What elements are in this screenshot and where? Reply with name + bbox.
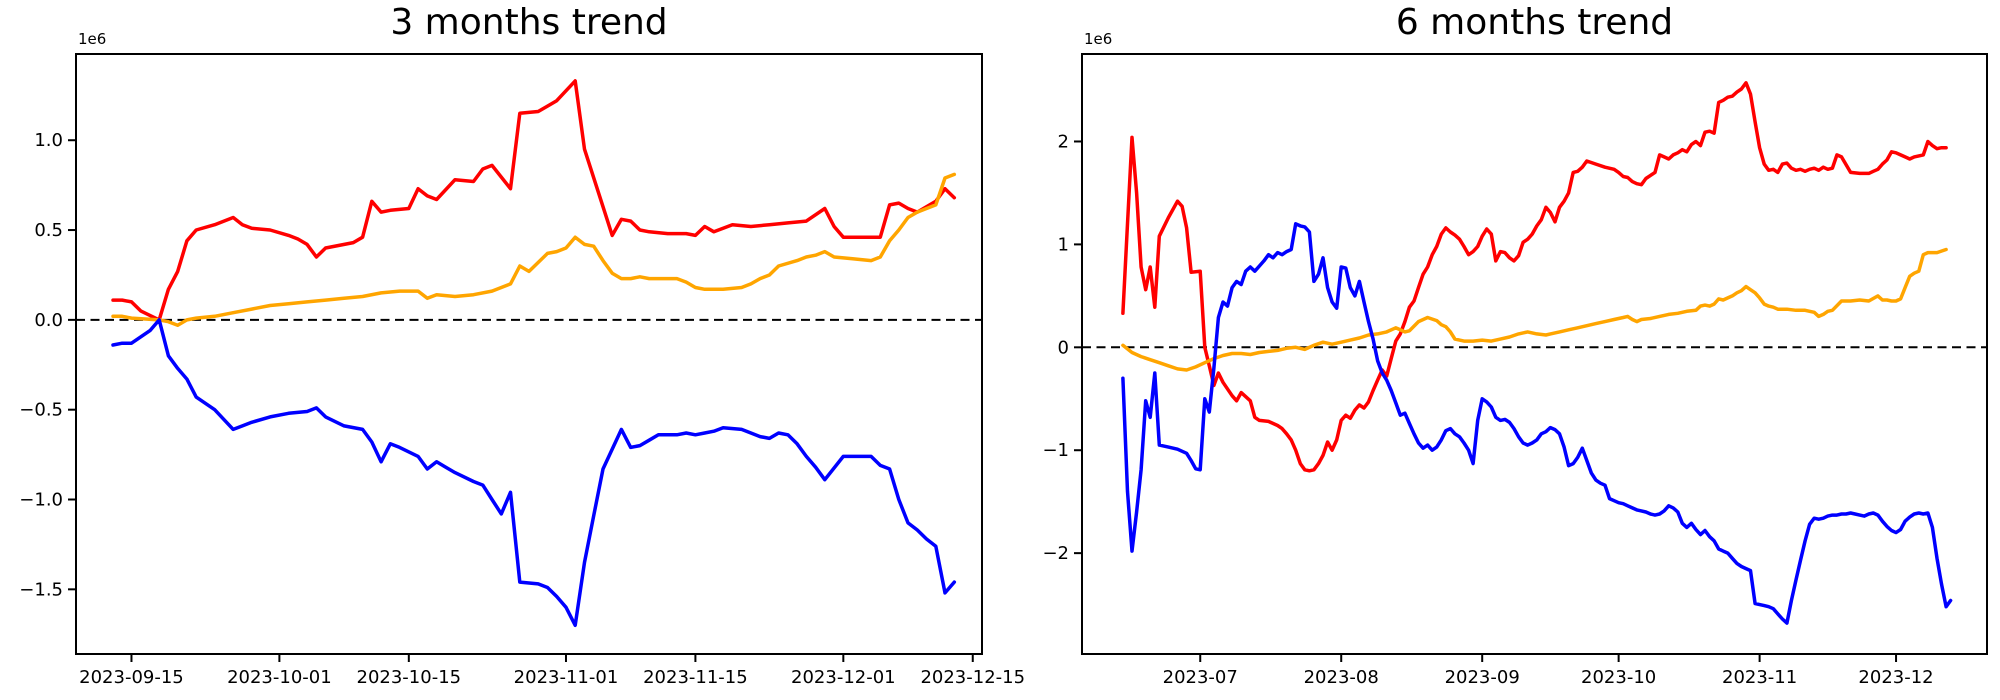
y-tick-label: 1 bbox=[1058, 234, 1069, 255]
x-tick-label: 2023-09-15 bbox=[79, 667, 184, 688]
x-tick-label: 2023-12 bbox=[1858, 667, 1933, 688]
y-tick-label: −1.0 bbox=[19, 490, 63, 511]
red-series-line bbox=[1121, 81, 1948, 473]
y-tick-label: −1 bbox=[1042, 440, 1069, 461]
y-tick-label: −2 bbox=[1042, 543, 1069, 564]
x-tick-label: 2023-07 bbox=[1163, 667, 1238, 688]
x-tick-label: 2023-11-15 bbox=[643, 667, 748, 688]
chart-title-6-months: 6 months trend bbox=[1395, 2, 1674, 43]
x-tick-label: 2023-12-01 bbox=[791, 667, 896, 688]
axes-spines bbox=[1081, 53, 1988, 655]
y-tick-label: 2 bbox=[1058, 131, 1069, 152]
x-tick-label: 2023-09 bbox=[1445, 667, 1520, 688]
x-tick-label: 2023-12-15 bbox=[920, 667, 1025, 688]
x-tick-label: 2023-11-01 bbox=[514, 667, 619, 688]
y-tick-label: 0.5 bbox=[34, 220, 63, 241]
y-tick-label: 0 bbox=[1058, 337, 1069, 358]
x-tick-label: 2023-10-01 bbox=[227, 667, 332, 688]
y-tick-label: 1.0 bbox=[34, 130, 63, 151]
red-series-line bbox=[111, 79, 957, 322]
orange-series-line bbox=[111, 172, 957, 328]
x-tick-label: 2023-08 bbox=[1304, 667, 1379, 688]
x-tick-label: 2023-10-15 bbox=[357, 667, 462, 688]
y-tick-label: −1.5 bbox=[19, 579, 63, 600]
y-axis-offset-label-right: 1e6 bbox=[1084, 30, 1113, 48]
y-tick-label: 0.0 bbox=[34, 310, 63, 331]
x-tick-label: 2023-10 bbox=[1581, 667, 1656, 688]
axes-spines bbox=[75, 53, 983, 655]
blue-series-line bbox=[1121, 222, 1953, 625]
blue-series-line bbox=[111, 318, 957, 628]
chart-title-3-months: 3 months trend bbox=[390, 2, 668, 43]
x-tick-label: 2023-11 bbox=[1722, 667, 1797, 688]
y-axis-offset-label-left: 1e6 bbox=[78, 30, 107, 48]
orange-series-line bbox=[1121, 247, 1948, 372]
y-tick-label: −0.5 bbox=[19, 400, 63, 421]
